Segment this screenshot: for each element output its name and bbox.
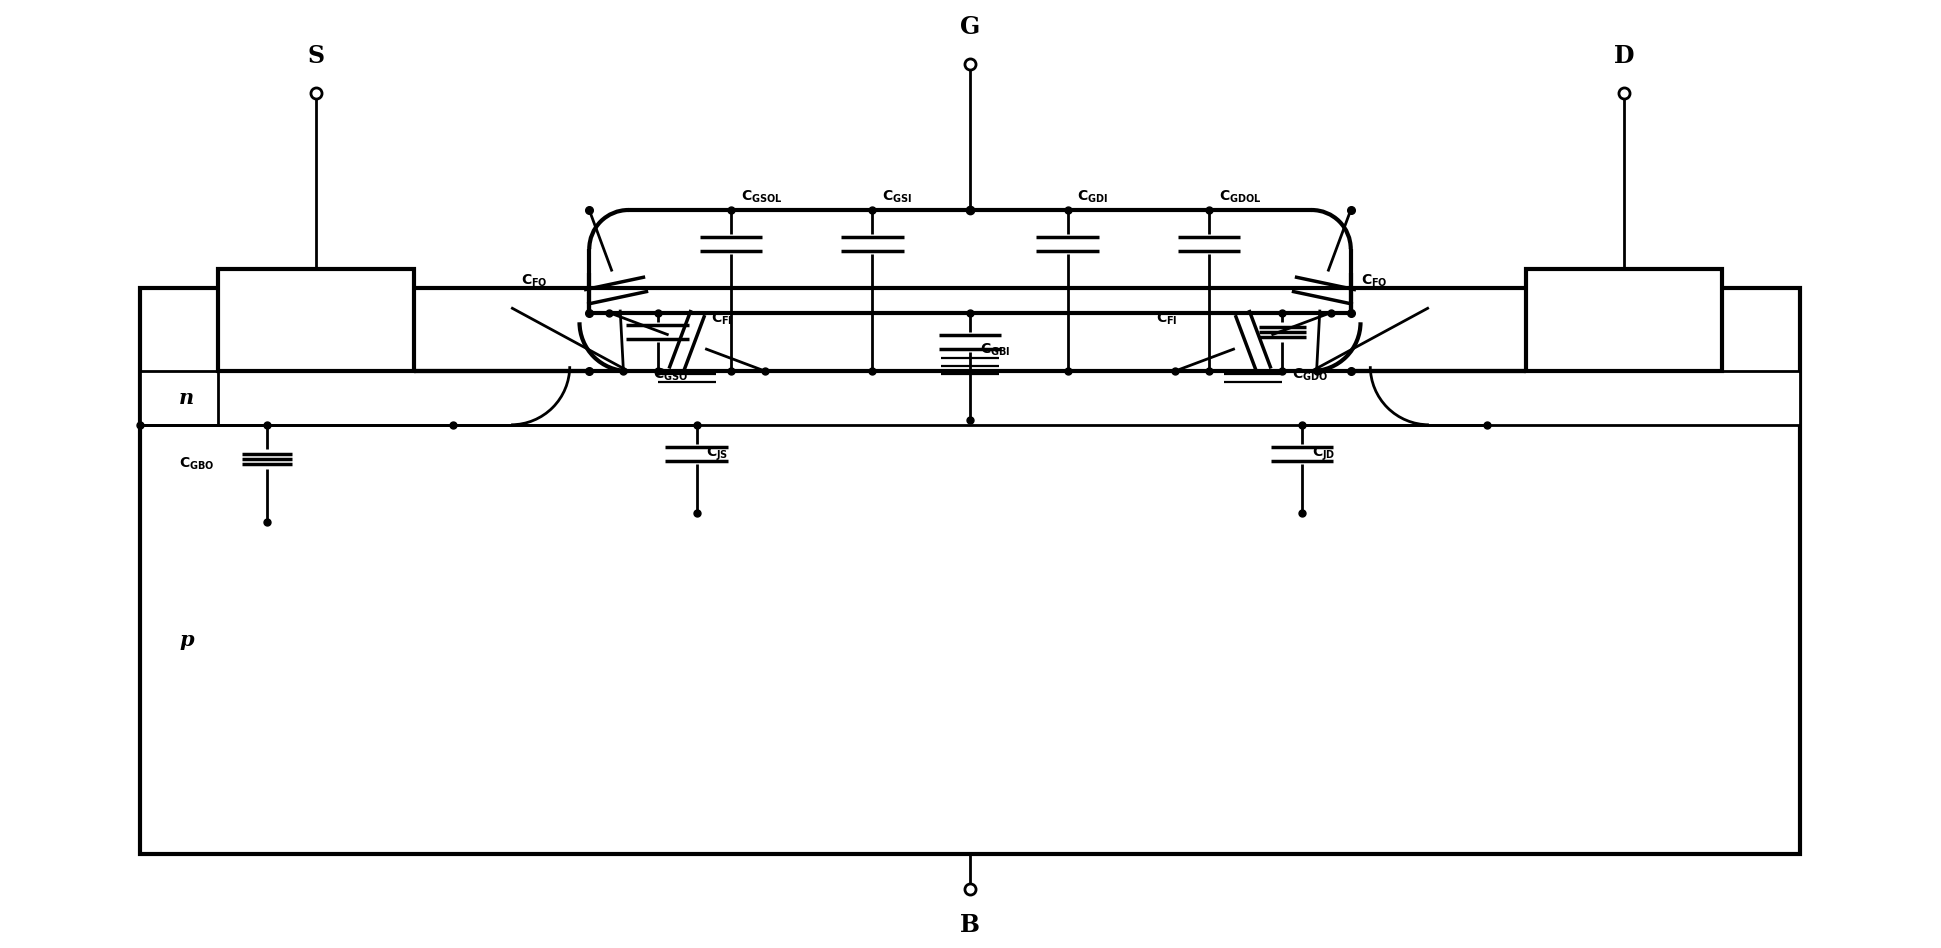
Bar (1526, 268, 1722, 371)
Text: $\mathbf{C_{GDI}}$: $\mathbf{C_{GDI}}$ (1077, 189, 1108, 205)
Bar (140, 288, 1799, 854)
Text: $\mathbf{C_{JS}}$: $\mathbf{C_{JS}}$ (707, 445, 728, 464)
Text: $\mathbf{C_{FI}}$: $\mathbf{C_{FI}}$ (710, 311, 734, 327)
Text: B: B (961, 913, 980, 937)
Text: $\mathbf{C_{GBI}}$: $\mathbf{C_{GBI}}$ (980, 342, 1009, 358)
Text: D: D (1613, 45, 1634, 68)
Text: $\mathbf{C_{FO}}$: $\mathbf{C_{FO}}$ (1361, 273, 1388, 289)
Text: $\mathbf{C_{GSI}}$: $\mathbf{C_{GSI}}$ (881, 189, 912, 205)
Text: G: G (961, 15, 980, 39)
Text: $\mathbf{C_{JD}}$: $\mathbf{C_{JD}}$ (1312, 445, 1335, 464)
Text: $\mathbf{C_{GDO}}$: $\mathbf{C_{GDO}}$ (1293, 366, 1328, 383)
Text: n: n (179, 388, 194, 408)
Bar (140, 371, 1799, 425)
Text: $\mathbf{C_{GSOL}}$: $\mathbf{C_{GSOL}}$ (741, 189, 782, 205)
Text: p: p (179, 629, 194, 649)
Text: $\mathbf{C_{GDOL}}$: $\mathbf{C_{GDOL}}$ (1219, 189, 1262, 205)
Text: $\mathbf{C_{FI}}$: $\mathbf{C_{FI}}$ (1155, 311, 1176, 327)
Text: $\mathbf{C_{GBO}}$: $\mathbf{C_{GBO}}$ (179, 456, 215, 472)
Text: $\mathbf{C_{FO}}$: $\mathbf{C_{FO}}$ (520, 273, 547, 289)
Bar (217, 268, 413, 371)
Text: $\mathbf{C_{GSO}}$: $\mathbf{C_{GSO}}$ (652, 366, 687, 383)
Text: S: S (307, 45, 324, 68)
